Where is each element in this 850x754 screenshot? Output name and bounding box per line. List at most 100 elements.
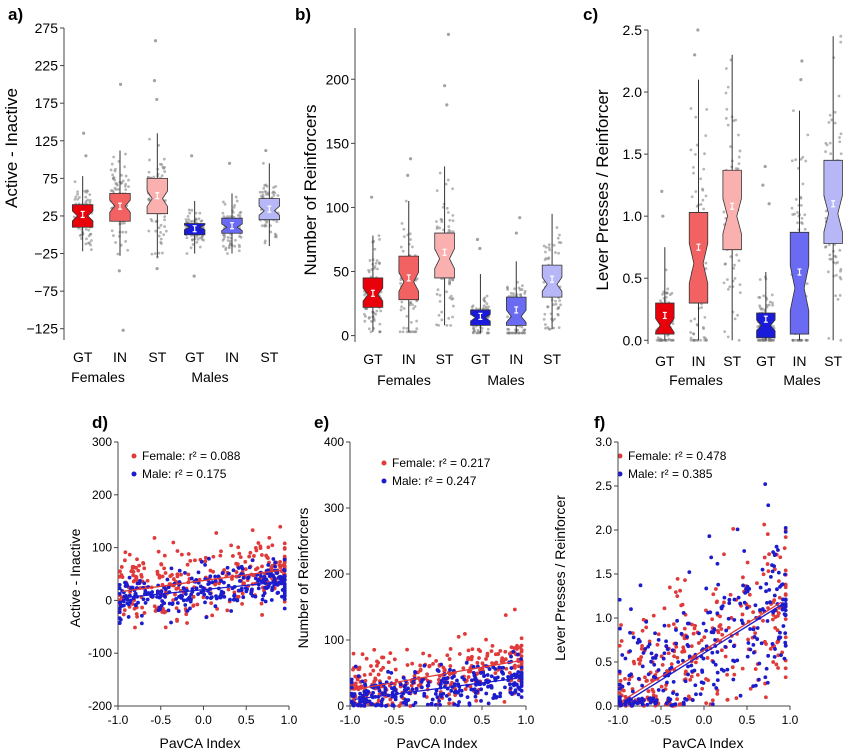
point [252,554,256,558]
point [444,693,449,698]
raw-point [758,304,762,308]
point [194,586,199,591]
point [783,535,788,540]
raw-point [124,188,128,192]
point [166,608,171,613]
point [680,649,685,654]
raw-point [189,246,193,250]
point [519,636,524,641]
x-tick-label: IN [225,349,239,365]
y-tick-label: 300 [92,435,112,449]
point [380,697,385,702]
raw-point [446,211,450,214]
point [463,687,468,691]
point [503,685,507,690]
raw-point [830,118,833,122]
raw-point [124,230,128,234]
point [393,695,398,699]
point [389,670,394,675]
series-male-points [617,482,788,708]
point [205,595,210,600]
point [660,662,665,667]
raw-point [152,175,156,179]
raw-point [159,223,163,227]
panel-label: b) [295,5,311,24]
point [447,657,452,661]
point [730,665,735,670]
point [358,691,362,696]
point [272,582,277,587]
point [185,621,189,625]
point [646,689,651,694]
raw-point [805,282,809,285]
raw-point [160,242,163,245]
point [715,561,720,566]
point [158,594,163,599]
raw-point [74,195,78,199]
raw-point [157,234,161,238]
point [391,704,396,708]
outlier-point [370,195,374,199]
point [210,580,215,585]
raw-point [834,273,838,277]
raw-point [451,213,455,217]
panel-f: f) Lever Presses / Reinforcer PavCA Inde… [552,413,799,751]
point [713,662,718,667]
outlier-point [661,214,665,218]
raw-point [404,199,408,203]
group-label-females: Females [377,372,431,388]
point [264,586,269,590]
point [763,675,768,680]
point [762,555,767,560]
point [728,639,733,644]
point [427,664,432,669]
raw-point [729,145,732,148]
point [266,583,271,588]
point [639,655,644,659]
point [379,703,384,708]
point [222,580,226,585]
point [759,641,764,646]
raw-point [448,230,452,233]
raw-point [670,291,674,295]
raw-point [235,199,239,203]
point [117,586,122,591]
raw-point [513,331,517,335]
raw-point [736,167,740,171]
x-axis-label: PavCA Index [160,735,241,751]
panel-a: a) Active - Inactive Females Males −125 −… [2,5,280,385]
point [129,569,134,574]
raw-point [689,336,693,340]
point [651,613,656,618]
point [141,597,146,602]
raw-point [438,226,442,230]
point [674,644,679,649]
point [206,556,211,561]
raw-point [198,236,202,240]
point [349,685,354,690]
raw-point [185,220,189,224]
point [202,592,207,597]
point [722,600,726,605]
raw-point [157,143,161,147]
raw-point [548,248,552,252]
raw-point [435,292,439,296]
point [219,549,223,554]
raw-point [435,189,439,193]
raw-point [76,197,80,201]
raw-point [519,293,523,297]
point [675,594,680,599]
point [700,686,705,691]
point [273,560,278,565]
raw-point [523,289,527,293]
point [683,578,687,583]
group-label-females: Females [71,369,125,385]
raw-point [438,299,442,303]
point [783,635,788,640]
point [783,640,788,645]
raw-point [111,189,115,193]
point [375,659,379,664]
raw-point [121,230,125,234]
raw-point [85,237,88,241]
